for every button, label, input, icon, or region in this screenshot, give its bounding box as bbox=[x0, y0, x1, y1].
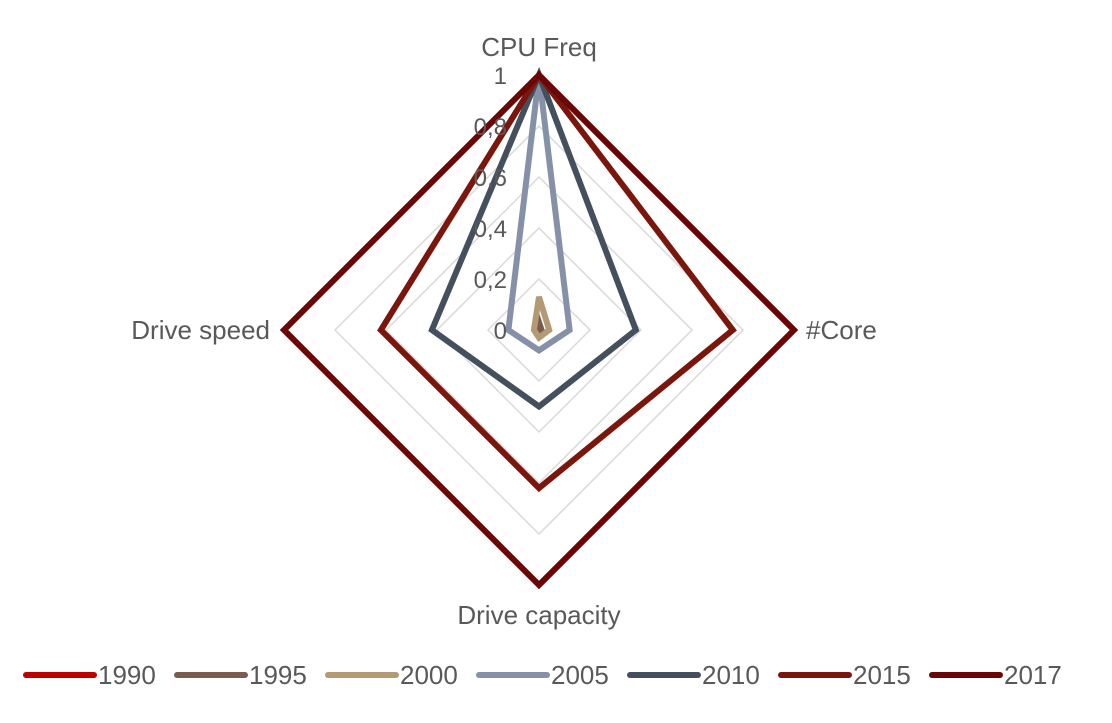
legend-label: 2000 bbox=[400, 660, 458, 690]
axis-label-0: CPU Freq bbox=[481, 32, 597, 62]
series-line-2000 bbox=[530, 295, 553, 342]
axis-label-2: Drive capacity bbox=[457, 600, 620, 630]
grid-ring-3 bbox=[384, 175, 694, 485]
series-line-2015 bbox=[377, 69, 737, 493]
axis-label-1: #Core bbox=[806, 315, 877, 345]
chart-legend: 1990 1995 2000 2005 2010 2015 2017 bbox=[23, 660, 1062, 690]
legend-label: 2015 bbox=[853, 660, 911, 690]
legend-item-2017: 2017 bbox=[929, 660, 1062, 690]
legend-item-2015: 2015 bbox=[778, 660, 911, 690]
legend-label: 1995 bbox=[249, 660, 307, 690]
legend-item-2000: 2000 bbox=[325, 660, 458, 690]
legend-label: 2017 bbox=[1004, 660, 1062, 690]
axis-label-3: Drive speed bbox=[131, 315, 270, 345]
series-line-2005 bbox=[505, 74, 573, 355]
tick-label: 0,4 bbox=[474, 216, 507, 243]
grid-ring-2 bbox=[435, 226, 643, 434]
radar-axis-labels: CPU Freq #Core Drive capacity Drive speed bbox=[131, 32, 877, 630]
radar-series-layer bbox=[279, 66, 799, 590]
legend-item-1995: 1995 bbox=[174, 660, 307, 690]
legend-item-2005: 2005 bbox=[476, 660, 609, 690]
legend-item-2010: 2010 bbox=[627, 660, 760, 690]
tick-label: 0,6 bbox=[474, 165, 507, 192]
legend-label: 1990 bbox=[98, 660, 156, 690]
tick-label: 0 bbox=[494, 318, 507, 345]
tick-label: 1 bbox=[494, 63, 507, 90]
tick-label: 0,8 bbox=[474, 114, 507, 141]
legend-label: 2010 bbox=[702, 660, 760, 690]
grid-ring-4 bbox=[333, 124, 745, 536]
grid-ring-1 bbox=[486, 277, 592, 383]
legend-label: 2005 bbox=[551, 660, 609, 690]
legend-item-1990: 1990 bbox=[23, 660, 156, 690]
series-line-2010 bbox=[428, 66, 640, 411]
series-line-2017 bbox=[279, 70, 799, 590]
radar-tick-labels: 0 0,2 0,4 0,6 0,8 1 bbox=[474, 63, 507, 345]
tick-label: 0,2 bbox=[474, 267, 507, 294]
